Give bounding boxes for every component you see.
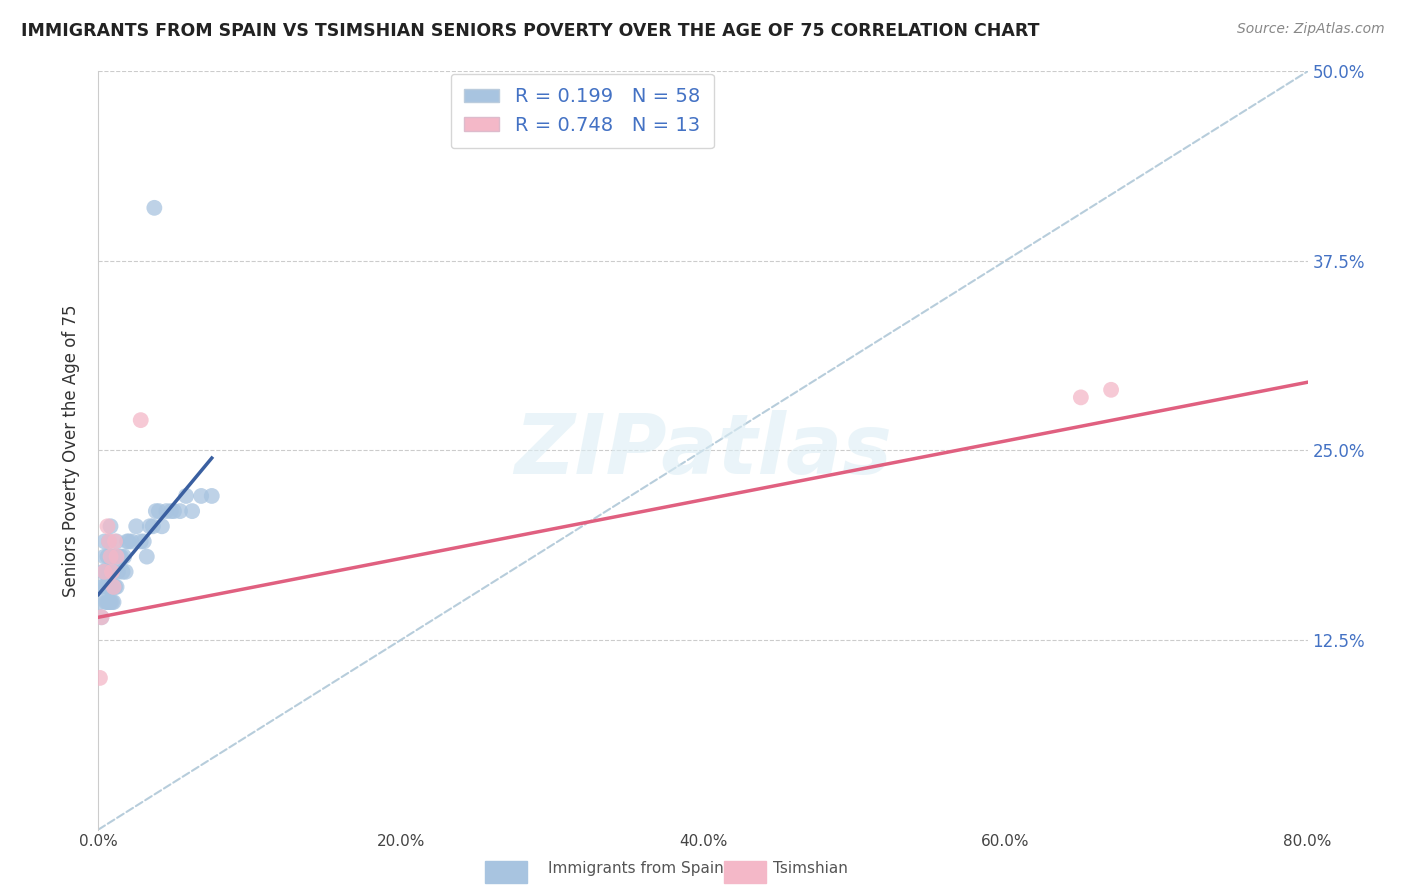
Point bbox=[98, 565, 121, 579]
Point bbox=[142, 519, 165, 533]
Text: ZIPatlas: ZIPatlas bbox=[515, 410, 891, 491]
Point bbox=[115, 534, 138, 549]
Point bbox=[105, 534, 128, 549]
Point bbox=[105, 580, 128, 594]
Point bbox=[101, 595, 124, 609]
Point bbox=[112, 549, 135, 564]
Point bbox=[100, 549, 122, 564]
Legend: R = 0.199   N = 58, R = 0.748   N = 13: R = 0.199 N = 58, R = 0.748 N = 13 bbox=[450, 73, 714, 148]
Point bbox=[129, 413, 152, 427]
Point bbox=[1070, 391, 1092, 405]
Point bbox=[94, 565, 117, 579]
Point bbox=[190, 489, 212, 503]
Point bbox=[169, 504, 191, 518]
Point bbox=[100, 595, 122, 609]
Text: Source: ZipAtlas.com: Source: ZipAtlas.com bbox=[1237, 22, 1385, 37]
Point bbox=[1099, 383, 1122, 397]
Point bbox=[118, 534, 141, 549]
Point bbox=[96, 580, 118, 594]
Point bbox=[125, 519, 148, 533]
Point bbox=[93, 549, 115, 564]
Text: Tsimshian: Tsimshian bbox=[773, 861, 848, 876]
Point bbox=[89, 671, 111, 685]
Point bbox=[101, 549, 124, 564]
Point bbox=[105, 549, 128, 564]
Point bbox=[100, 549, 122, 564]
Point bbox=[104, 534, 127, 549]
Point bbox=[98, 595, 121, 609]
Point bbox=[145, 504, 167, 518]
Point bbox=[148, 504, 170, 518]
Point bbox=[104, 580, 127, 594]
Point bbox=[150, 519, 173, 533]
Point bbox=[98, 534, 121, 549]
Point bbox=[96, 549, 118, 564]
Point bbox=[139, 519, 162, 533]
Point bbox=[101, 565, 124, 579]
Point bbox=[93, 565, 115, 579]
Point bbox=[94, 595, 117, 609]
Point bbox=[121, 534, 143, 549]
Point bbox=[163, 504, 186, 518]
Point bbox=[91, 565, 114, 579]
Point bbox=[98, 580, 121, 594]
Point bbox=[103, 565, 125, 579]
Point bbox=[93, 534, 115, 549]
Point bbox=[201, 489, 224, 503]
Point bbox=[91, 580, 114, 594]
Point bbox=[93, 565, 115, 579]
Point bbox=[94, 580, 117, 594]
Point bbox=[103, 580, 125, 594]
Point bbox=[181, 504, 204, 518]
Point bbox=[107, 565, 129, 579]
Point bbox=[160, 504, 183, 518]
Point bbox=[100, 519, 122, 533]
Point bbox=[114, 565, 136, 579]
Point bbox=[143, 201, 166, 215]
Text: IMMIGRANTS FROM SPAIN VS TSIMSHIAN SENIORS POVERTY OVER THE AGE OF 75 CORRELATIO: IMMIGRANTS FROM SPAIN VS TSIMSHIAN SENIO… bbox=[21, 22, 1039, 40]
Point bbox=[111, 565, 134, 579]
Text: Immigrants from Spain: Immigrants from Spain bbox=[548, 861, 724, 876]
Point bbox=[101, 580, 124, 594]
Point bbox=[98, 534, 121, 549]
Point bbox=[96, 519, 118, 533]
Point bbox=[135, 549, 157, 564]
Point bbox=[100, 580, 122, 594]
Point bbox=[110, 549, 132, 564]
Y-axis label: Seniors Poverty Over the Age of 75: Seniors Poverty Over the Age of 75 bbox=[62, 304, 80, 597]
Point bbox=[132, 534, 155, 549]
Point bbox=[103, 595, 125, 609]
Point bbox=[90, 610, 112, 624]
Point bbox=[96, 595, 118, 609]
Point bbox=[174, 489, 197, 503]
Point bbox=[90, 580, 112, 594]
Point bbox=[104, 549, 127, 564]
Point bbox=[89, 595, 111, 609]
Point bbox=[155, 504, 177, 518]
Point bbox=[108, 549, 131, 564]
Point bbox=[129, 534, 152, 549]
Point bbox=[90, 610, 112, 624]
